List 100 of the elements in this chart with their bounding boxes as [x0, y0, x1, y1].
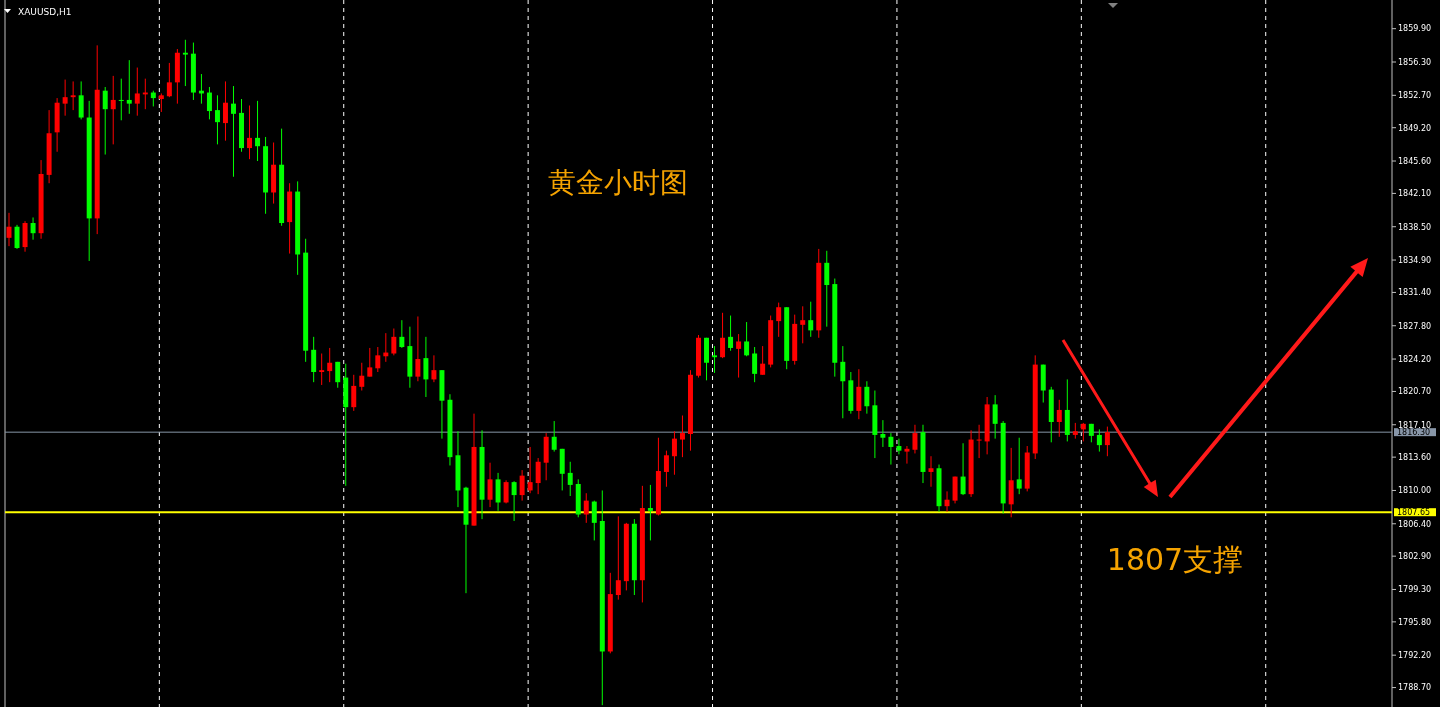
- candlestick: [134, 67, 140, 117]
- candlestick: [214, 94, 220, 145]
- candlestick: [752, 346, 758, 383]
- candlestick: [431, 354, 437, 383]
- y-tick-label: 1802.90: [1398, 551, 1432, 561]
- candlestick: [904, 445, 910, 465]
- candlestick: [728, 315, 734, 352]
- candlestick: [527, 446, 533, 494]
- y-tick-label: 1813.60: [1398, 452, 1432, 462]
- candlestick: [671, 430, 677, 476]
- candlestick: [880, 419, 886, 448]
- y-tick-label: 1824.20: [1398, 354, 1432, 364]
- candlestick: [912, 424, 918, 454]
- y-tick-label: 1820.70: [1398, 387, 1432, 397]
- candlestick: [487, 462, 493, 508]
- candlestick: [864, 380, 870, 415]
- candlestick: [391, 328, 397, 356]
- y-tick-label: 1859.90: [1398, 24, 1432, 34]
- candlestick: [519, 469, 525, 502]
- candlestick: [62, 79, 68, 117]
- candlestick: [583, 492, 589, 524]
- candlestick: [511, 480, 517, 522]
- candlestick: [415, 315, 421, 382]
- candlestick: [311, 336, 317, 383]
- candlestick: [247, 104, 253, 160]
- candlestick: [206, 86, 212, 120]
- candlestick: [647, 484, 653, 541]
- candlestick: [591, 500, 597, 541]
- y-tick-label: 1856.30: [1398, 57, 1432, 67]
- ref-line-label: 1807.65: [1397, 508, 1431, 517]
- candlestick: [744, 321, 750, 357]
- annotation: 黄金小时图: [548, 166, 688, 199]
- y-tick-label: 1795.80: [1398, 617, 1432, 627]
- candlestick: [992, 394, 998, 440]
- candlestick: [896, 438, 902, 455]
- candlestick: [567, 461, 573, 497]
- candlestick: [720, 312, 726, 359]
- y-tick-label: 1827.80: [1398, 321, 1432, 331]
- y-tick-label: 1817.10: [1398, 420, 1432, 430]
- candlestick: [335, 361, 341, 389]
- y-tick-label: 1838.50: [1398, 222, 1432, 232]
- candlestick: [1104, 426, 1110, 457]
- candlestick: [1016, 437, 1022, 495]
- y-tick-label: 1810.00: [1398, 486, 1432, 496]
- candlestick: [182, 39, 188, 87]
- candlestick: [351, 374, 357, 412]
- candlestick: [944, 490, 950, 513]
- candlestick: [888, 432, 894, 466]
- y-tick-label: 1799.30: [1398, 585, 1432, 595]
- candlestick: [423, 336, 429, 398]
- candlestick: [399, 319, 405, 349]
- candlestick: [1056, 399, 1062, 438]
- candlestick: [158, 92, 164, 113]
- candlestick: [375, 346, 381, 373]
- candlestick: [231, 85, 236, 178]
- candlestick: [800, 305, 806, 344]
- candlestick: [960, 442, 966, 496]
- candlestick: [840, 345, 846, 419]
- candlestick: [359, 362, 365, 392]
- candlestick: [663, 450, 669, 488]
- candlestick: [824, 250, 830, 328]
- candlestick: [1096, 428, 1102, 453]
- y-tick-label: 1852.70: [1398, 91, 1432, 101]
- candlestick: [808, 301, 814, 338]
- candlestick: [615, 515, 621, 601]
- ref-line-label: 1816.30: [1397, 427, 1431, 437]
- y-tick-label: 1788.70: [1398, 683, 1432, 693]
- annotation: 1807支撑: [1106, 542, 1244, 577]
- candlestick: [736, 333, 742, 379]
- candlestick: [679, 415, 685, 458]
- candlestick: [367, 347, 373, 378]
- text: XAUUSD,H1: [18, 7, 72, 17]
- candlestick: [102, 86, 108, 156]
- candlestick: [712, 345, 718, 374]
- y-tick-label: 1792.20: [1398, 650, 1432, 660]
- candlestick: [166, 62, 172, 98]
- candlestick: [760, 345, 766, 376]
- candlestick: [319, 353, 325, 386]
- candlestick: [126, 59, 132, 115]
- y-tick-label: 1831.40: [1398, 288, 1432, 298]
- candlestick: [30, 216, 36, 241]
- y-tick-label: 1806.40: [1398, 519, 1432, 529]
- candlestick: [14, 224, 20, 250]
- candlestick: [776, 302, 782, 338]
- candlestick: [118, 78, 124, 121]
- y-tick-label: 1849.20: [1398, 123, 1432, 133]
- candlestick: [255, 100, 261, 162]
- y-tick-label: 1842.10: [1398, 189, 1432, 199]
- y-tick-label: 1845.60: [1398, 156, 1432, 166]
- candlestick: [551, 420, 557, 453]
- y-tick-label: 1834.90: [1398, 255, 1432, 265]
- candlestick: [222, 80, 228, 142]
- candlestick: [495, 472, 501, 512]
- candlestick: [70, 80, 76, 111]
- candlestick: [78, 80, 84, 120]
- candlestick: [110, 75, 116, 145]
- candlestick: [535, 457, 541, 495]
- candlestick: [503, 479, 509, 504]
- candlestick: [976, 424, 982, 459]
- candlestick: [327, 347, 333, 383]
